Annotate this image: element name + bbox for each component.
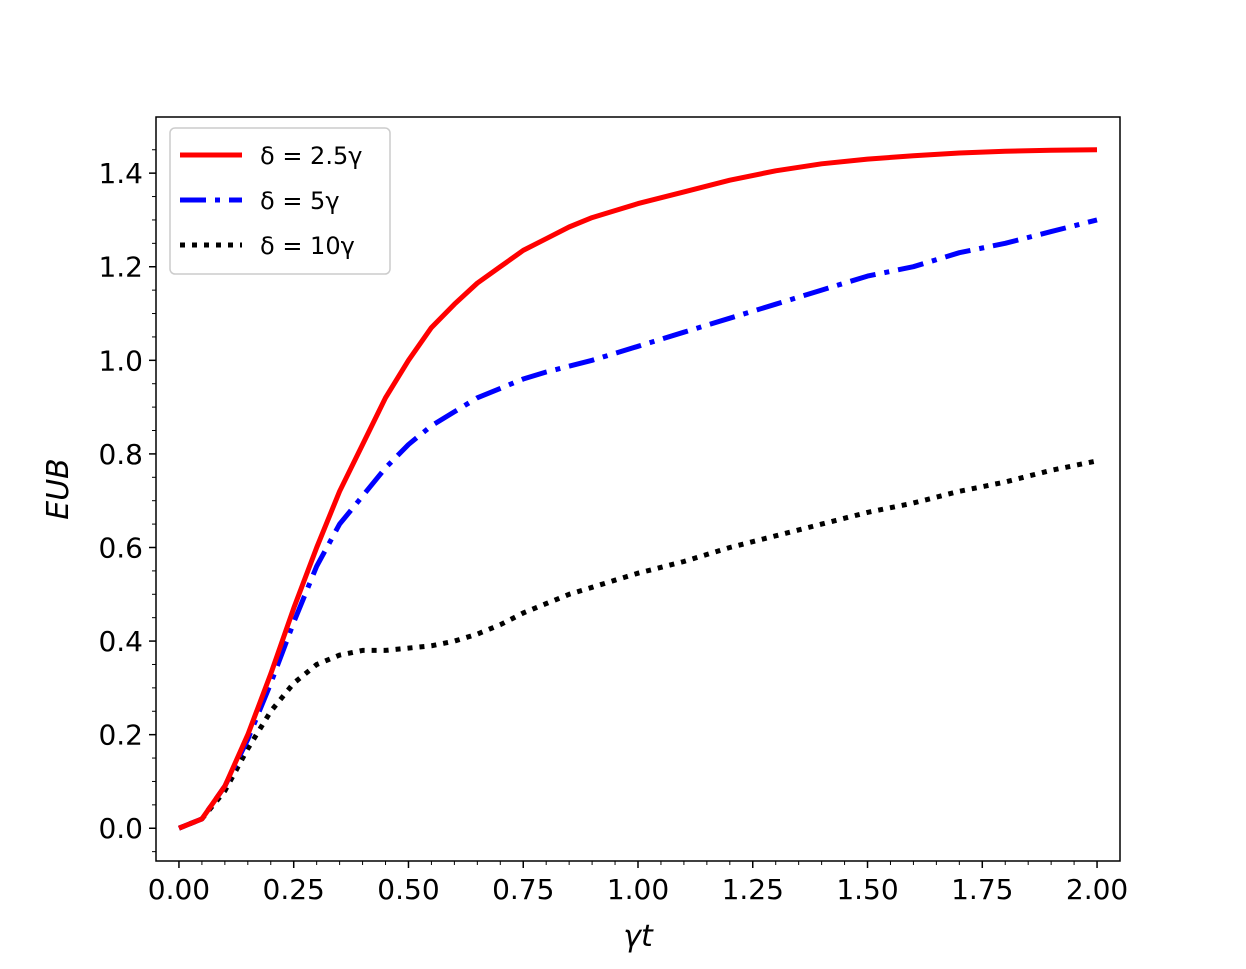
series-line-2 [178,217,1098,831]
legend: δ = 2.5γ δ = 5γ δ = 10γ [169,127,391,275]
x-tick-label: 0.75 [492,873,554,906]
y-tick-label: 0.2 [98,719,143,752]
plot-frame [155,116,1121,862]
x-tick-label: 1.50 [836,873,898,906]
series-line-3 [178,458,1098,831]
legend-entry: δ = 2.5γ [260,142,362,170]
x-tick-label: 0.00 [148,873,210,906]
y-tick-label: 0.8 [98,438,143,471]
x-tick-label: 1.25 [722,873,784,906]
x-tick-label: 1.75 [951,873,1013,906]
y-tick-label: 0.0 [98,812,143,845]
axis-ticks: 0.00 0.25 0.50 0.75 1.00 1.25 1.50 1.75 2.00 0.0 0… [98,149,1128,906]
series-line-1 [178,147,1098,831]
x-tick-label: 1.00 [607,873,669,906]
y-tick-label: 1.0 [98,344,143,377]
legend-box [169,127,391,275]
y-tick-label: 1.4 [98,157,143,190]
y-tick-label: 0.6 [98,531,143,564]
y-tick-label: 1.2 [98,251,143,284]
x-axis-label: γt [623,919,654,954]
x-tick-label: 2.00 [1066,873,1128,906]
x-tick-label: 0.25 [263,873,325,906]
plot-content [178,147,1098,831]
legend-entry: δ = 10γ [260,232,355,260]
legend-entry: δ = 5γ [260,187,340,215]
x-tick-label: 0.50 [377,873,439,906]
y-tick-label: 0.4 [98,625,143,658]
y-axis-label: EUB [41,458,76,520]
